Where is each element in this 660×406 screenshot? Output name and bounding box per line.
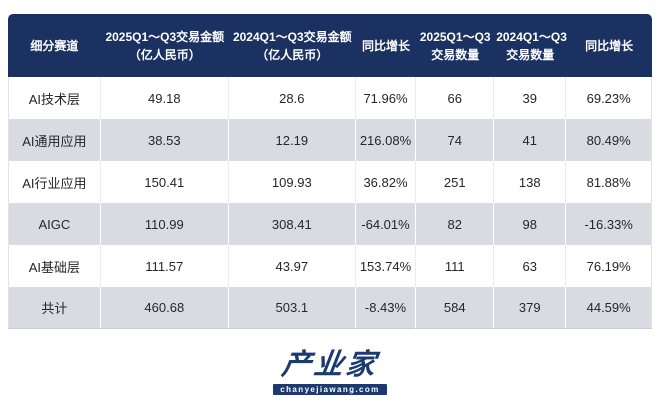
column-header-2024-amount: 2024Q1～Q3交易金额 （亿人民币）	[228, 14, 356, 77]
row-label: AIGC	[8, 203, 101, 245]
column-header-yoy-count: 同比增长	[566, 14, 652, 77]
cell-yoy-count: -16.33%	[566, 203, 652, 245]
cell-2025-count: 111	[416, 245, 495, 287]
table-row-aigc: AIGC 110.99 308.41 -64.01% 82 98 -16.33%	[8, 203, 652, 245]
column-header-label: 2025Q1～Q3	[419, 29, 491, 44]
cell-yoy-count: 80.49%	[566, 119, 652, 161]
column-header-2024-count: 2024Q1～Q3 交易数量	[494, 14, 567, 77]
cell-yoy-count: 44.59%	[566, 287, 652, 329]
column-header-segment: 细分赛道	[8, 14, 101, 77]
cell-2025-count: 584	[416, 287, 495, 329]
logo-site-bar: chanyejiawang.com	[273, 384, 387, 395]
cell-yoy-amount: 216.08%	[355, 119, 417, 161]
cell-2024-amount: 12.19	[228, 119, 356, 161]
cell-yoy-amount: 71.96%	[355, 77, 417, 119]
table-row-total: 共计 460.68 503.1 -8.43% 584 379 44.59%	[8, 287, 652, 329]
table-row-ai-tech-layer: AI技术层 49.18 28.6 71.96% 66 39 69.23%	[8, 77, 652, 119]
table-row-ai-infrastructure-layer: AI基础层 111.57 43.97 153.74% 111 63 76.19%	[8, 245, 652, 287]
cell-2024-count: 39	[494, 77, 567, 119]
cell-2024-amount: 28.6	[228, 77, 356, 119]
cell-2024-count: 63	[494, 245, 567, 287]
table-row-ai-general-apps: AI通用应用 38.53 12.19 216.08% 74 41 80.49%	[8, 119, 652, 161]
row-label: AI基础层	[8, 245, 101, 287]
cell-2025-amount: 110.99	[100, 203, 229, 245]
header-row: 细分赛道 2025Q1～Q3交易金额 （亿人民币） 2024Q1～Q3交易金额 …	[8, 14, 652, 77]
column-header-sublabel: （亿人民币）	[256, 47, 329, 62]
column-header-2025-amount: 2025Q1～Q3交易金额 （亿人民币）	[100, 14, 229, 77]
column-header-sublabel: （亿人民币）	[128, 47, 201, 62]
cell-yoy-amount: -8.43%	[355, 287, 417, 329]
table-body: AI技术层 49.18 28.6 71.96% 66 39 69.23% AI通…	[8, 77, 652, 329]
cell-2024-amount: 503.1	[228, 287, 356, 329]
ai-transactions-table: 细分赛道 2025Q1～Q3交易金额 （亿人民币） 2024Q1～Q3交易金额 …	[8, 14, 652, 329]
column-header-label: 同比增长	[361, 38, 410, 53]
column-header-label: 细分赛道	[30, 38, 79, 53]
cell-2025-count: 82	[416, 203, 495, 245]
row-label: AI技术层	[8, 77, 101, 119]
table-row-ai-industry-apps: AI行业应用 150.41 109.93 36.82% 251 138 81.8…	[8, 161, 652, 203]
column-header-yoy-amount: 同比增长	[355, 14, 417, 77]
cell-2025-count: 74	[416, 119, 495, 161]
cell-yoy-count: 76.19%	[566, 245, 652, 287]
column-header-sublabel: 交易数量	[431, 47, 480, 62]
cell-2025-count: 66	[416, 77, 495, 119]
chanyejia-logo: 产业家 chanyejiawang.com	[0, 349, 660, 396]
cell-2024-count: 379	[494, 287, 567, 329]
cell-2024-amount: 109.93	[228, 161, 356, 203]
column-header-label: 2024Q1～Q3	[496, 29, 567, 44]
table-header: 细分赛道 2025Q1～Q3交易金额 （亿人民币） 2024Q1～Q3交易金额 …	[8, 14, 652, 77]
column-header-label: 2024Q1～Q3交易金额	[232, 29, 352, 44]
cell-yoy-amount: 153.74%	[355, 245, 417, 287]
cell-2025-amount: 49.18	[100, 77, 229, 119]
row-label: 共计	[8, 287, 101, 329]
row-label: AI通用应用	[8, 119, 101, 161]
cell-2025-count: 251	[416, 161, 495, 203]
cell-yoy-amount: -64.01%	[355, 203, 417, 245]
cell-2024-amount: 43.97	[228, 245, 356, 287]
cell-yoy-count: 81.88%	[566, 161, 652, 203]
cell-2024-amount: 308.41	[228, 203, 356, 245]
column-header-sublabel: 交易数量	[506, 47, 555, 62]
row-label: AI行业应用	[8, 161, 101, 203]
column-header-label: 2025Q1～Q3交易金额	[105, 29, 225, 44]
cell-2024-count: 138	[494, 161, 567, 203]
cell-2024-count: 98	[494, 203, 567, 245]
cell-yoy-count: 69.23%	[566, 77, 652, 119]
cell-2025-amount: 38.53	[100, 119, 229, 161]
ai-transactions-table-container: 细分赛道 2025Q1～Q3交易金额 （亿人民币） 2024Q1～Q3交易金额 …	[8, 14, 652, 329]
cell-2025-amount: 460.68	[100, 287, 229, 329]
column-header-label: 同比增长	[585, 38, 634, 53]
cell-2025-amount: 111.57	[100, 245, 229, 287]
cell-2024-count: 41	[494, 119, 567, 161]
column-header-2025-count: 2025Q1～Q3 交易数量	[416, 14, 495, 77]
logo-brand-text: 产业家	[279, 349, 381, 381]
cell-2025-amount: 150.41	[100, 161, 229, 203]
cell-yoy-amount: 36.82%	[355, 161, 417, 203]
